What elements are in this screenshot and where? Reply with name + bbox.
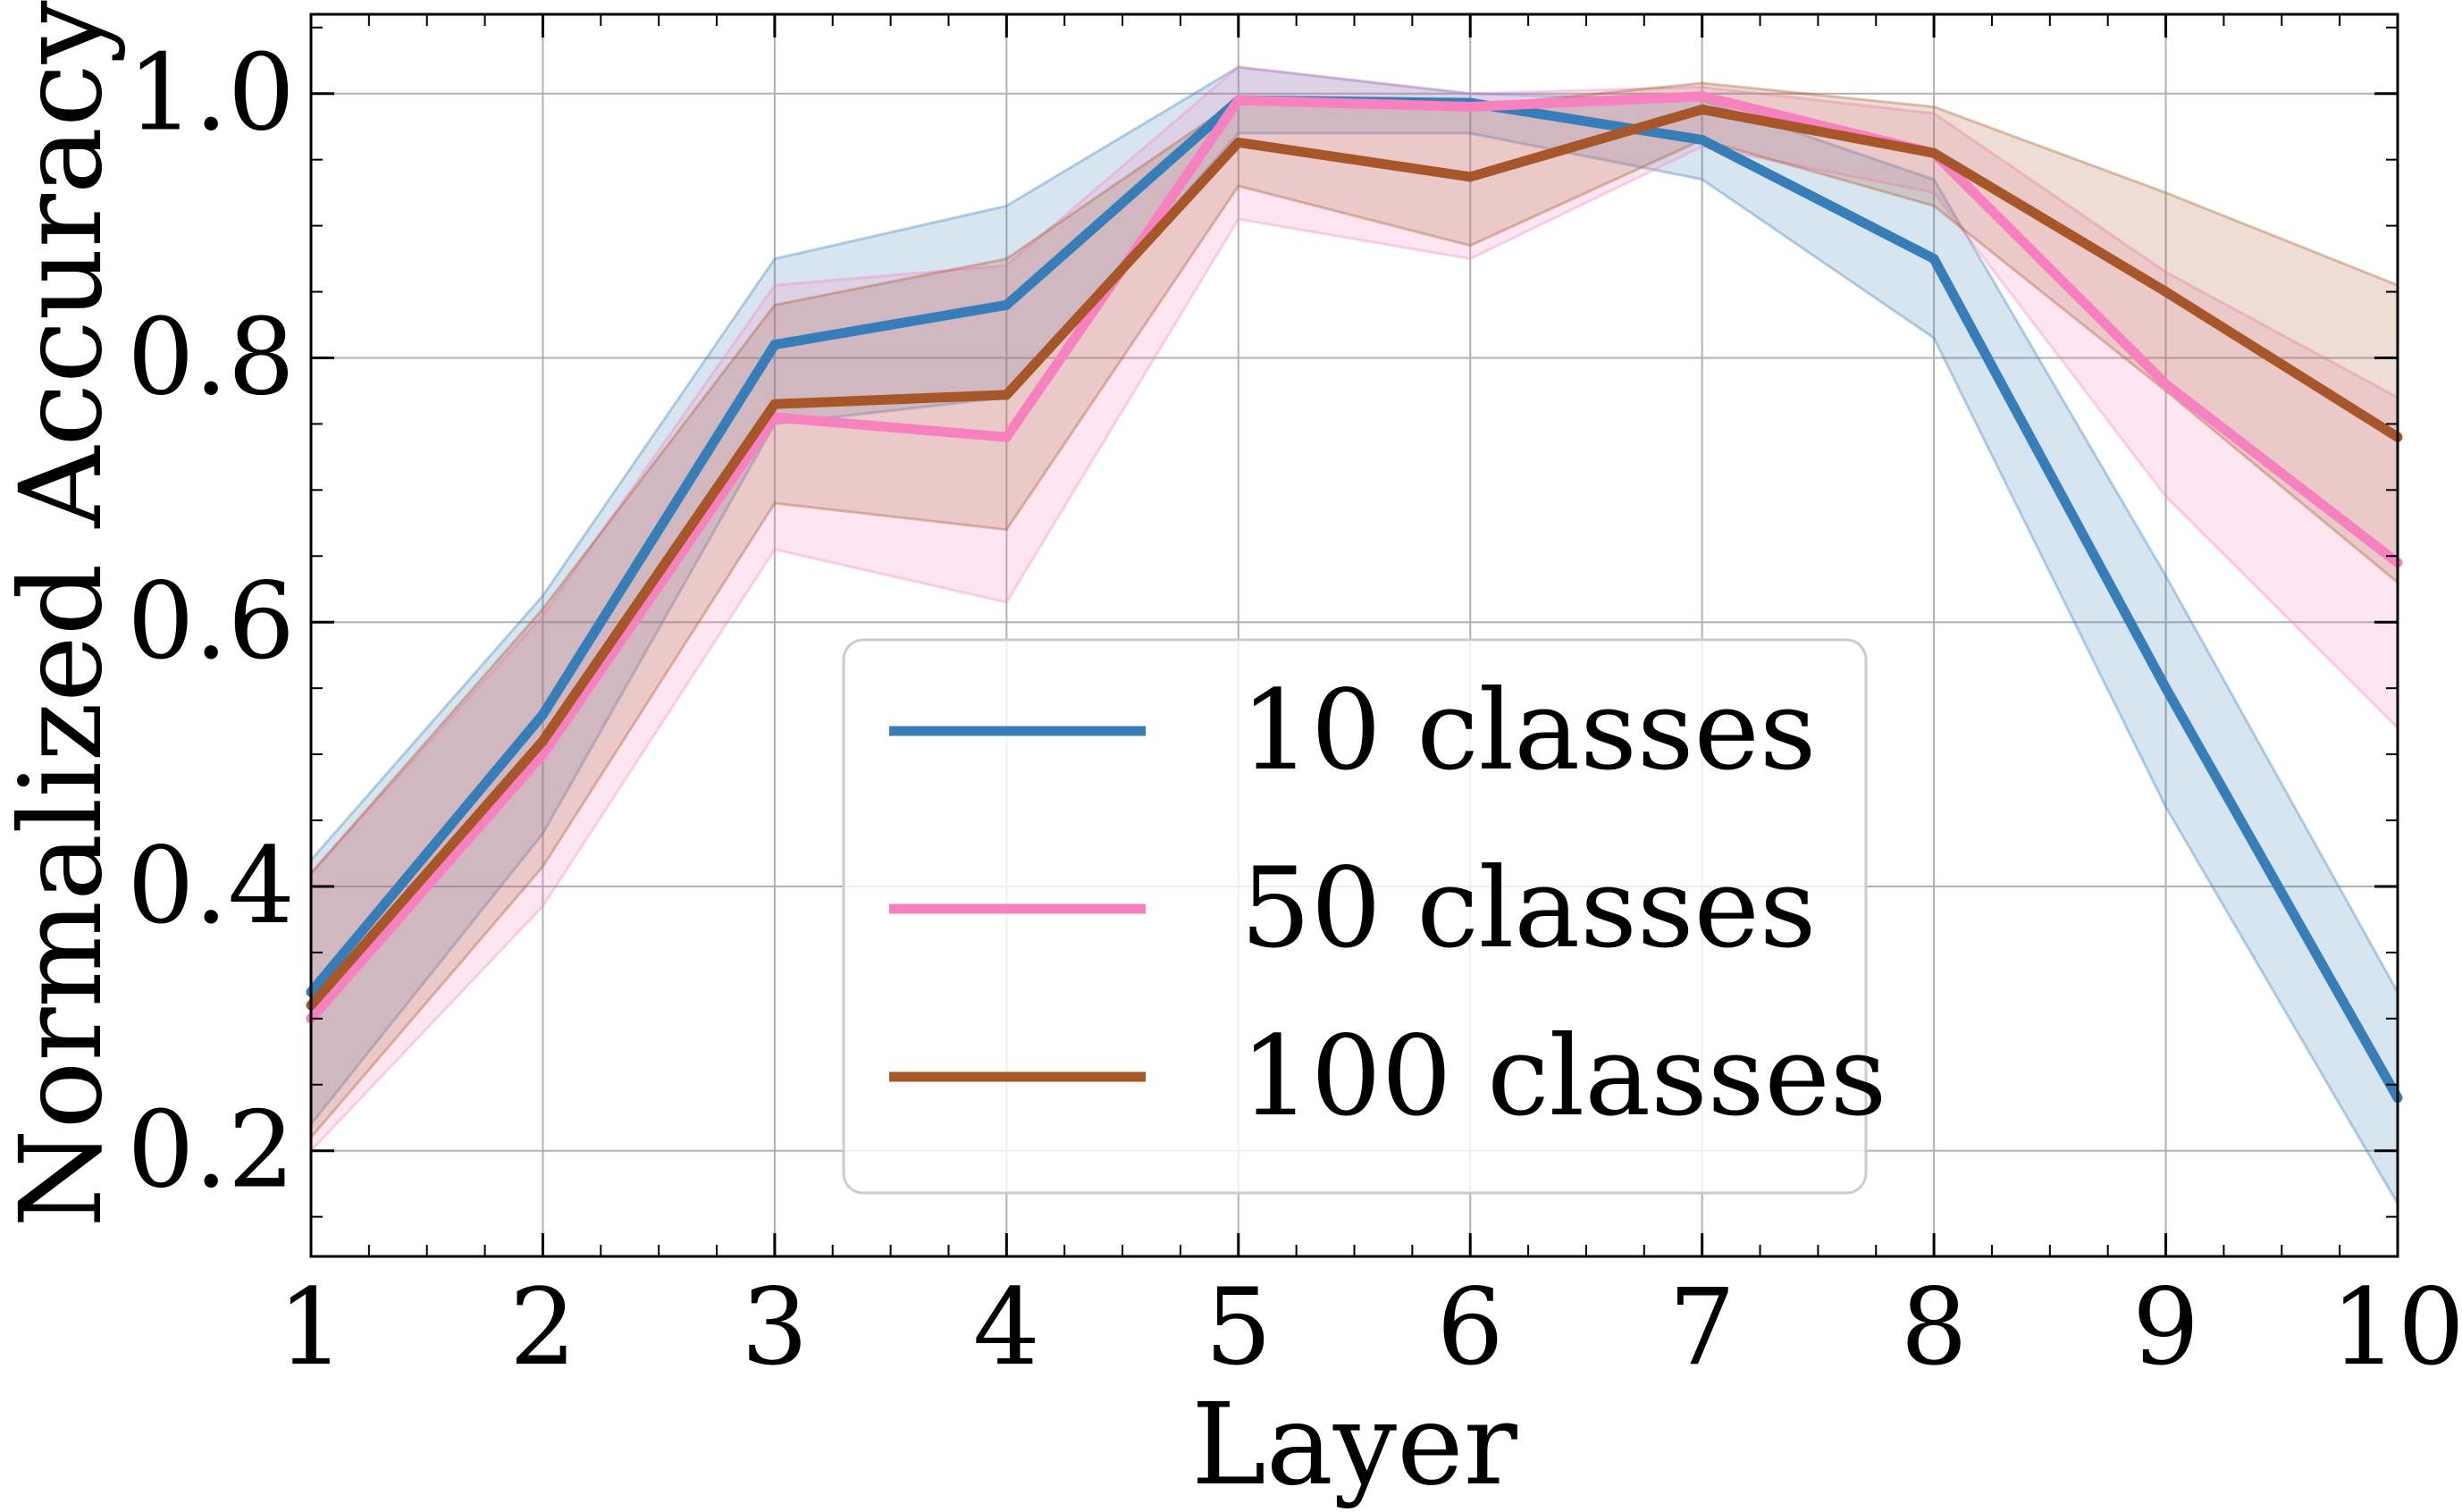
x-axis-title: Layer: [1191, 1379, 1518, 1510]
data-point: [537, 749, 548, 760]
y-tick-label: 0.2: [127, 1088, 295, 1212]
data-point: [537, 710, 548, 720]
series-line-3: [307, 105, 2400, 1009]
y-tick-label: 0.4: [127, 824, 295, 947]
y-tick-label: 0.8: [127, 295, 295, 418]
x-tick-label: 5: [1205, 1265, 1272, 1389]
y-axis-title: Normalized Accuracy: [0, 0, 127, 1228]
data-point: [769, 399, 780, 409]
legend-label-3: 100 classes: [1240, 1012, 1886, 1141]
data-point: [2161, 287, 2172, 298]
series-lines: [306, 91, 2403, 1104]
y-tick-label: 1.0: [127, 31, 295, 155]
y-tick-label: 0.6: [127, 559, 295, 683]
data-point: [1233, 95, 1244, 105]
data-point: [2161, 683, 2172, 693]
data-point: [2161, 379, 2172, 390]
x-tick-label: 1: [277, 1265, 344, 1389]
data-point: [537, 735, 548, 746]
data-point: [1001, 432, 1012, 442]
data-point: [1928, 147, 1939, 158]
tick-labels: 1 2 3 4 5 6 7 8 9 10 0.2 0.4 0.6 0.8 1.0: [127, 31, 2462, 1389]
data-point: [1928, 254, 1939, 265]
x-tick-label: 2: [509, 1265, 576, 1389]
data-point: [1233, 137, 1244, 147]
x-tick-label: 3: [741, 1265, 808, 1389]
x-tick-label: 8: [1901, 1265, 1968, 1389]
legend-items: 10 classes 50 classes 100 classes: [889, 667, 1886, 1141]
data-point: [1697, 91, 1708, 102]
axes-frame: [309, 13, 2399, 1258]
data-point: [1465, 172, 1475, 182]
data-point: [769, 340, 780, 350]
data-point: [1697, 104, 1708, 114]
series-line-2: [307, 91, 2401, 1022]
legend-label-2: 50 classes: [1240, 844, 1817, 973]
legend-label-1: 10 classes: [1240, 667, 1817, 795]
grid-layer: [310, 14, 2399, 1256]
data-point: [1001, 390, 1012, 400]
data-point: [1697, 134, 1708, 145]
data-point: [1001, 299, 1012, 310]
x-tick-label: 7: [1668, 1265, 1735, 1389]
x-tick-label: 9: [2132, 1265, 2199, 1389]
x-tick-label: 6: [1437, 1265, 1504, 1389]
x-tick-label: 4: [973, 1265, 1040, 1389]
legend: 10 classes 50 classes 100 classes: [842, 638, 1886, 1195]
x-tick-label: 10: [2331, 1265, 2462, 1389]
legend-box: [842, 638, 1868, 1195]
data-point: [1465, 102, 1475, 113]
